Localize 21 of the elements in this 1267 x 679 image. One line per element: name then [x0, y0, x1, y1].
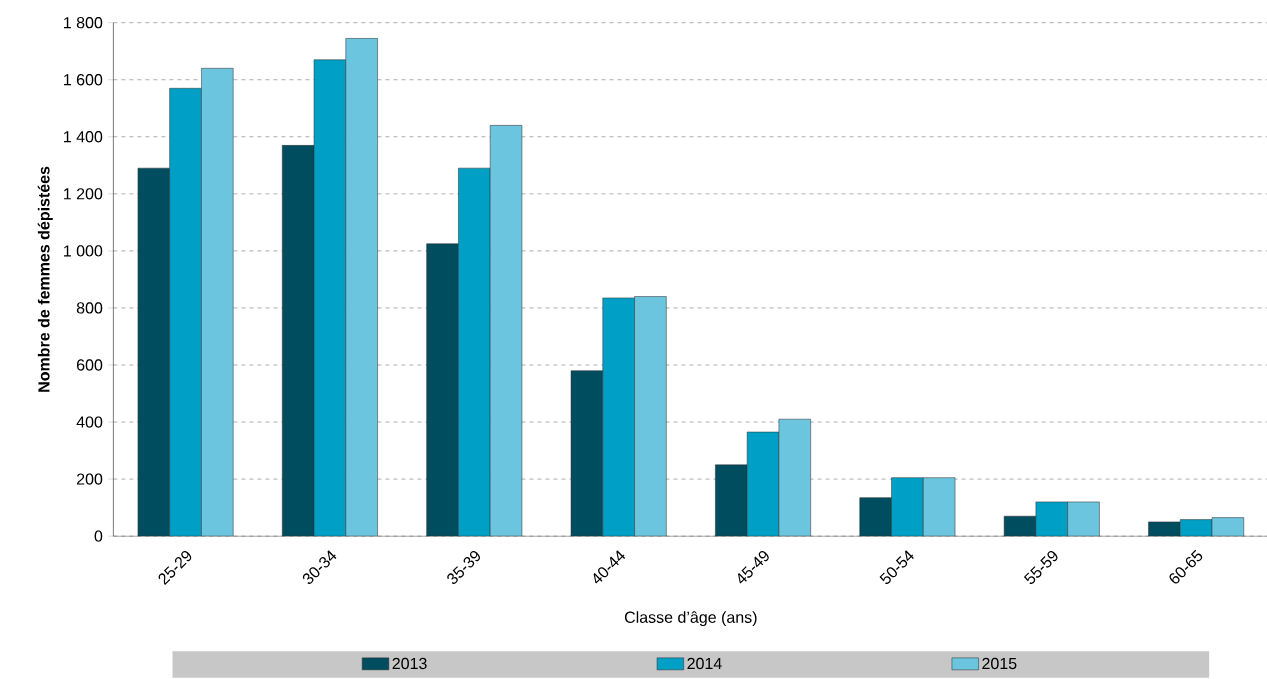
- y-tick-label: 1 600: [64, 74, 103, 86]
- y-tick-label: 400: [76, 416, 103, 428]
- bar: [137, 167, 170, 537]
- y-tick-label: 1 800: [64, 17, 103, 29]
- y-tick-label: 0: [94, 530, 103, 542]
- bar: [715, 464, 748, 537]
- bar: [570, 370, 604, 537]
- y-tick-label: 1 200: [64, 188, 103, 200]
- legend-label: 2015: [982, 657, 1017, 670]
- y-tick-label: 1 000: [64, 245, 103, 257]
- bar: [859, 497, 892, 537]
- y-axis-title: Nombre de femmes dépistées: [37, 166, 53, 392]
- y-tick-label: 600: [76, 359, 103, 371]
- legend-label: 2014: [687, 657, 722, 670]
- y-tick-label: 1 400: [64, 131, 103, 143]
- bar: [282, 145, 315, 537]
- y-tick-label: 800: [76, 302, 103, 314]
- bar: [426, 243, 459, 537]
- x-axis-title: Classe d’âge (ans): [624, 611, 757, 627]
- y-tick-label: 200: [76, 473, 103, 485]
- legend-label: 2013: [392, 657, 427, 670]
